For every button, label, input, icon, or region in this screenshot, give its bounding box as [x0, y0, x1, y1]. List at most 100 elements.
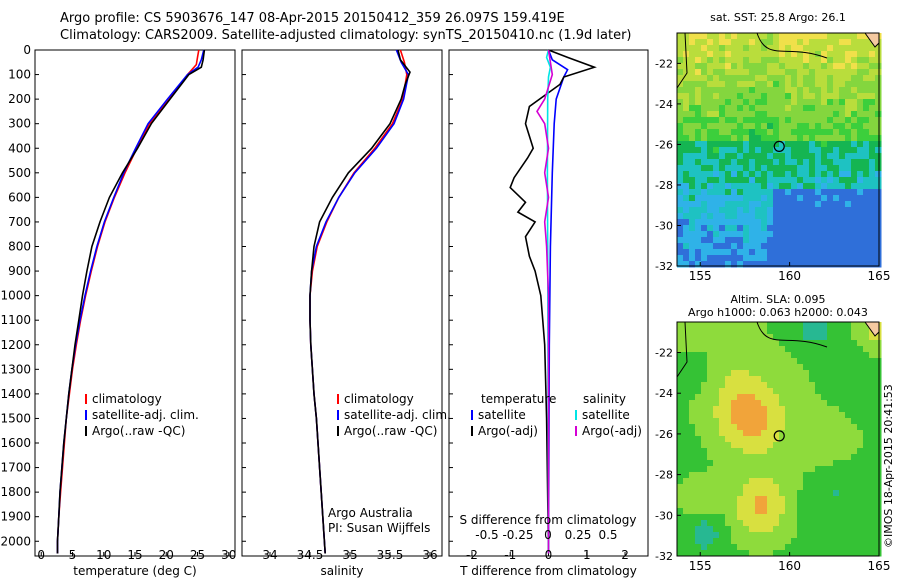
- sst-map-cell: [773, 255, 780, 262]
- sst-map-cell: [761, 255, 768, 262]
- sst-map-cell: [845, 99, 852, 106]
- sst-map-cell: [701, 39, 708, 46]
- sla-map-cell: [815, 466, 822, 473]
- sst-map-cell: [851, 171, 858, 178]
- difference-t-tick-label: -2: [466, 548, 478, 562]
- sla-map-cell: [791, 406, 798, 413]
- sla-map-cell: [773, 520, 780, 527]
- sst-map-cell: [761, 33, 768, 40]
- sla-map-cell: [677, 448, 684, 455]
- sla-map-cell: [707, 418, 714, 425]
- sst-map-cell: [815, 261, 822, 268]
- sla-map-cell: [821, 502, 828, 509]
- sst-map-cell: [803, 129, 810, 136]
- sla-map-cell: [779, 484, 786, 491]
- sst-map-cell: [767, 99, 774, 106]
- sst-map-cell: [857, 243, 864, 250]
- sla-map-cell: [857, 532, 864, 539]
- sla-map-cell: [851, 514, 858, 521]
- sla-map-cell: [731, 442, 738, 449]
- sla-map-cell: [863, 490, 870, 497]
- sla-map-cell: [863, 454, 870, 461]
- sla-map-cell: [803, 478, 810, 485]
- sla-map-cell: [767, 424, 774, 431]
- sst-map-cell: [791, 111, 798, 118]
- sst-map-cell: [821, 171, 828, 178]
- sla-map-cell: [755, 328, 762, 335]
- sst-map-cell: [719, 225, 726, 232]
- sla-map-cell: [683, 502, 690, 509]
- sla-map-cell: [809, 484, 816, 491]
- sst-map-cell: [695, 159, 702, 166]
- sla-map-cell: [719, 370, 726, 377]
- sla-map-cell: [743, 370, 750, 377]
- sst-map-cell: [689, 189, 696, 196]
- sst-map-cell: [839, 231, 846, 238]
- sst-map-cell: [761, 189, 768, 196]
- sst-map-cell: [815, 207, 822, 214]
- sst-map-cell: [719, 261, 726, 268]
- sla-map-cell: [779, 328, 786, 335]
- sst-map-cell: [749, 171, 756, 178]
- sst-map-cell: [815, 111, 822, 118]
- sst-map-cell: [683, 99, 690, 106]
- sla-map-cell: [821, 334, 828, 341]
- sla-map-cell: [815, 454, 822, 461]
- sla-map-cell: [839, 454, 846, 461]
- sst-map-cell: [749, 39, 756, 46]
- sla-map-cell: [701, 538, 708, 545]
- sla-map-cell: [857, 508, 864, 515]
- sst-map-cell: [677, 255, 684, 262]
- sla-map-cell: [743, 442, 750, 449]
- sst-map-cell: [725, 99, 732, 106]
- sla-map-cell: [803, 388, 810, 395]
- difference-series-line: [536, 49, 554, 554]
- sla-map-cell: [833, 466, 840, 473]
- sla-map-cell: [875, 382, 882, 389]
- sla-map-cell: [875, 346, 882, 353]
- sla-map-cell: [761, 406, 768, 413]
- sst-map-cell: [677, 39, 684, 46]
- sla-map-cell: [713, 364, 720, 371]
- sst-map-cell: [761, 261, 768, 268]
- sst-map-cell: [839, 99, 846, 106]
- sla-map-cell: [719, 328, 726, 335]
- sst-map-cell: [773, 249, 780, 256]
- sla-map-cell: [737, 508, 744, 515]
- sst-map-cell: [779, 219, 786, 226]
- sla-map-cell: [677, 502, 684, 509]
- sst-map-cell: [857, 39, 864, 46]
- sla-map-cell: [713, 550, 720, 557]
- sla-map-cell: [725, 460, 732, 467]
- sst-map-cell: [695, 39, 702, 46]
- sla-map-cell: [875, 454, 882, 461]
- sla-map-cell: [833, 526, 840, 533]
- sst-map-cell: [785, 45, 792, 52]
- sst-map-cell: [875, 165, 882, 172]
- sst-map-cell: [677, 87, 684, 94]
- sla-map-cell: [839, 352, 846, 359]
- sst-map-cell: [863, 201, 870, 208]
- sla-map-cell: [833, 514, 840, 521]
- sla-map-cell: [677, 400, 684, 407]
- sst-map-cell: [743, 213, 750, 220]
- sla-map-cell: [779, 442, 786, 449]
- sla-map-cell: [803, 490, 810, 497]
- sst-map-ytick-label: -22: [655, 57, 673, 70]
- sla-map-cell: [827, 424, 834, 431]
- sst-map-cell: [827, 87, 834, 94]
- difference-s-tick-label: 0.5: [598, 528, 617, 542]
- sla-map-cell: [677, 376, 684, 383]
- sla-map-cell: [875, 490, 882, 497]
- sla-map-cell: [719, 532, 726, 539]
- sla-map-cell: [749, 352, 756, 359]
- sla-map-cell: [701, 514, 708, 521]
- sla-map-cell: [833, 340, 840, 347]
- sla-map-cell: [845, 394, 852, 401]
- sst-map-cell: [767, 117, 774, 124]
- sst-map-cell: [707, 183, 714, 190]
- sst-map-cell: [875, 51, 882, 58]
- sla-map-cell: [779, 508, 786, 515]
- sla-map-cell: [713, 358, 720, 365]
- sla-map-cell: [815, 376, 822, 383]
